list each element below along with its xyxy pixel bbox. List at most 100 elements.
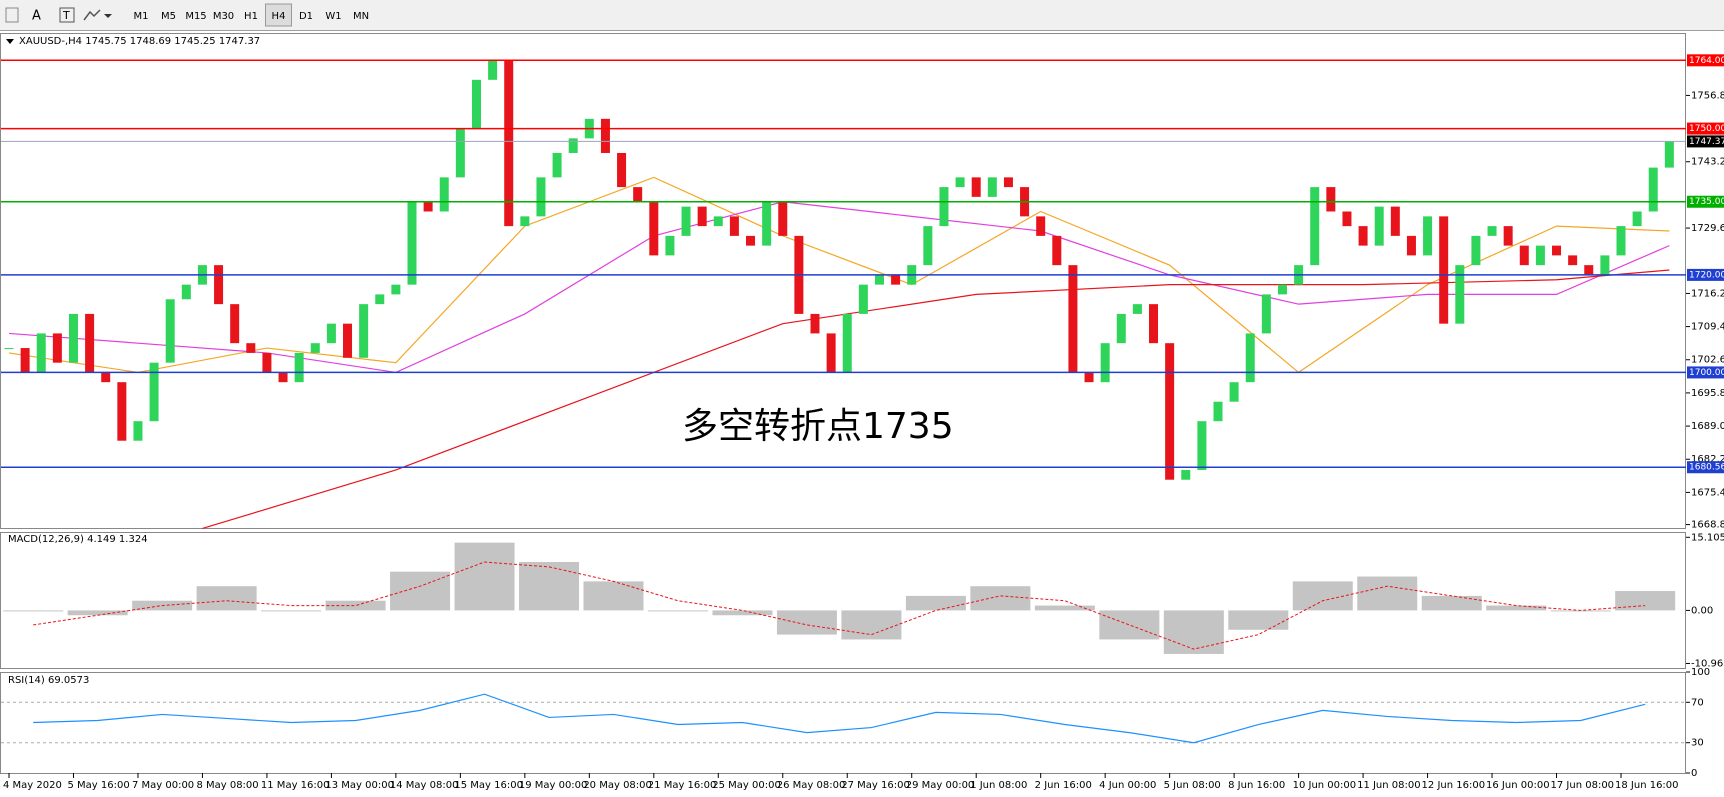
level-tag	[1687, 54, 1724, 67]
x-tick-label: 19 May 00:00	[519, 780, 588, 791]
candle	[1374, 206, 1384, 246]
timeframe-button[interactable]	[210, 4, 237, 26]
timeframe-button[interactable]	[293, 4, 319, 26]
level-label: 1700.00	[1689, 368, 1724, 378]
macd-bar	[1099, 610, 1160, 640]
candle	[36, 333, 46, 373]
timeframe-label[interactable]: H4	[272, 11, 286, 22]
macd-bar	[1486, 605, 1547, 611]
timeframe-button[interactable]	[155, 4, 182, 26]
y-tick-label: 100	[1691, 667, 1710, 678]
candle	[891, 274, 901, 285]
macd-bar	[390, 571, 451, 611]
candle	[552, 152, 562, 178]
candle	[762, 201, 772, 246]
macd-bar	[261, 610, 322, 612]
y-tick-label: 1756.80	[1691, 90, 1724, 101]
timeframe-label[interactable]: W1	[325, 11, 341, 22]
y-tick-label: 1716.20	[1691, 288, 1724, 299]
x-tick-label: 4 May 2020	[3, 780, 62, 791]
candle	[1648, 167, 1658, 212]
moving-average	[8, 201, 1670, 374]
panel-triangle	[6, 39, 14, 44]
symbol-header: XAUUSD-,H4 1745.75 1748.69 1745.25 1747.…	[19, 36, 260, 47]
y-tick-label: 1668.80	[1691, 520, 1724, 531]
candle	[568, 138, 578, 153]
candle	[1471, 235, 1481, 266]
candle	[1116, 313, 1126, 344]
macd-bar	[776, 610, 837, 635]
timeframe-label[interactable]: M1	[134, 11, 149, 22]
level-tag	[1687, 195, 1724, 208]
tool-label[interactable]: A	[32, 9, 41, 24]
candle	[52, 333, 62, 363]
candle	[1584, 265, 1594, 275]
candle	[439, 177, 449, 212]
timeframe-button[interactable]	[265, 3, 292, 27]
candle	[165, 299, 175, 363]
level-tag	[1687, 268, 1724, 281]
x-tick-label: 21 May 16:00	[648, 780, 717, 791]
candle	[826, 333, 836, 373]
macd-title: MACD(12,26,9) 4.149 1.324	[8, 534, 148, 545]
rsi-panel	[0, 672, 1686, 774]
timeframe-button[interactable]	[348, 4, 374, 26]
timeframe-label[interactable]: M30	[213, 11, 234, 22]
macd-bar	[905, 595, 966, 611]
timeframe-button[interactable]	[128, 4, 154, 26]
x-tick-label: 4 Jun 00:00	[1099, 780, 1156, 791]
tool-icon[interactable]	[5, 7, 19, 23]
timeframe-label[interactable]: D1	[299, 11, 313, 22]
candle	[391, 284, 401, 295]
x-tick-label: 8 Jun 16:00	[1228, 780, 1285, 791]
candle	[310, 343, 320, 353]
x-tick-label: 12 Jun 16:00	[1422, 780, 1486, 791]
candle	[117, 382, 127, 441]
macd-signal	[33, 561, 1646, 650]
candle	[746, 235, 756, 246]
timeframe-button[interactable]	[238, 4, 264, 26]
macd-bar	[196, 586, 257, 611]
tool-label[interactable]: T	[62, 9, 70, 22]
x-tick-label: 5 Jun 08:00	[1164, 780, 1221, 791]
candle	[1390, 206, 1400, 236]
text-tool-icon[interactable]	[59, 7, 75, 23]
y-tick-label: 1682.20	[1691, 454, 1724, 465]
timeframe-label[interactable]: H1	[244, 11, 258, 22]
y-tick-label: 1695.80	[1691, 388, 1724, 399]
timeframe-button[interactable]	[183, 4, 209, 26]
candle	[214, 265, 224, 305]
y-tick-label: 15.105	[1691, 532, 1724, 543]
timeframe-button[interactable]	[320, 4, 347, 26]
timeframe-label[interactable]: M15	[185, 11, 206, 22]
macd-bar	[325, 600, 386, 611]
candle	[230, 304, 240, 344]
y-tick-label: 1709.40	[1691, 322, 1724, 333]
x-tick-label: 16 Jun 00:00	[1486, 780, 1550, 791]
dropdown-icon[interactable]	[104, 14, 112, 18]
rsi-title: RSI(14) 69.0573	[8, 675, 89, 686]
candle	[1600, 255, 1610, 275]
candle	[617, 152, 627, 188]
candle	[955, 177, 965, 188]
x-tick-label: 11 May 16:00	[261, 780, 330, 791]
level-tag	[1687, 461, 1724, 474]
x-tick-label: 17 Jun 08:00	[1551, 780, 1615, 791]
timeframe-label[interactable]: MN	[353, 11, 369, 22]
x-tick-label: 18 Jun 16:00	[1615, 780, 1679, 791]
candle	[778, 201, 788, 236]
timeframe-label[interactable]: M5	[161, 11, 176, 22]
candle	[359, 304, 369, 358]
candle	[455, 128, 465, 178]
candle	[262, 352, 272, 373]
macd-bar	[67, 610, 128, 616]
x-tick-label: 14 May 08:00	[390, 780, 459, 791]
candle	[810, 313, 820, 334]
candle	[1084, 372, 1094, 383]
level-label: 1735.00	[1689, 197, 1724, 207]
candle	[633, 187, 643, 202]
candle	[713, 216, 723, 227]
level-tag	[1687, 122, 1724, 135]
arrow-tool-icon[interactable]	[83, 9, 101, 21]
x-tick-label: 2 Jun 16:00	[1035, 780, 1092, 791]
